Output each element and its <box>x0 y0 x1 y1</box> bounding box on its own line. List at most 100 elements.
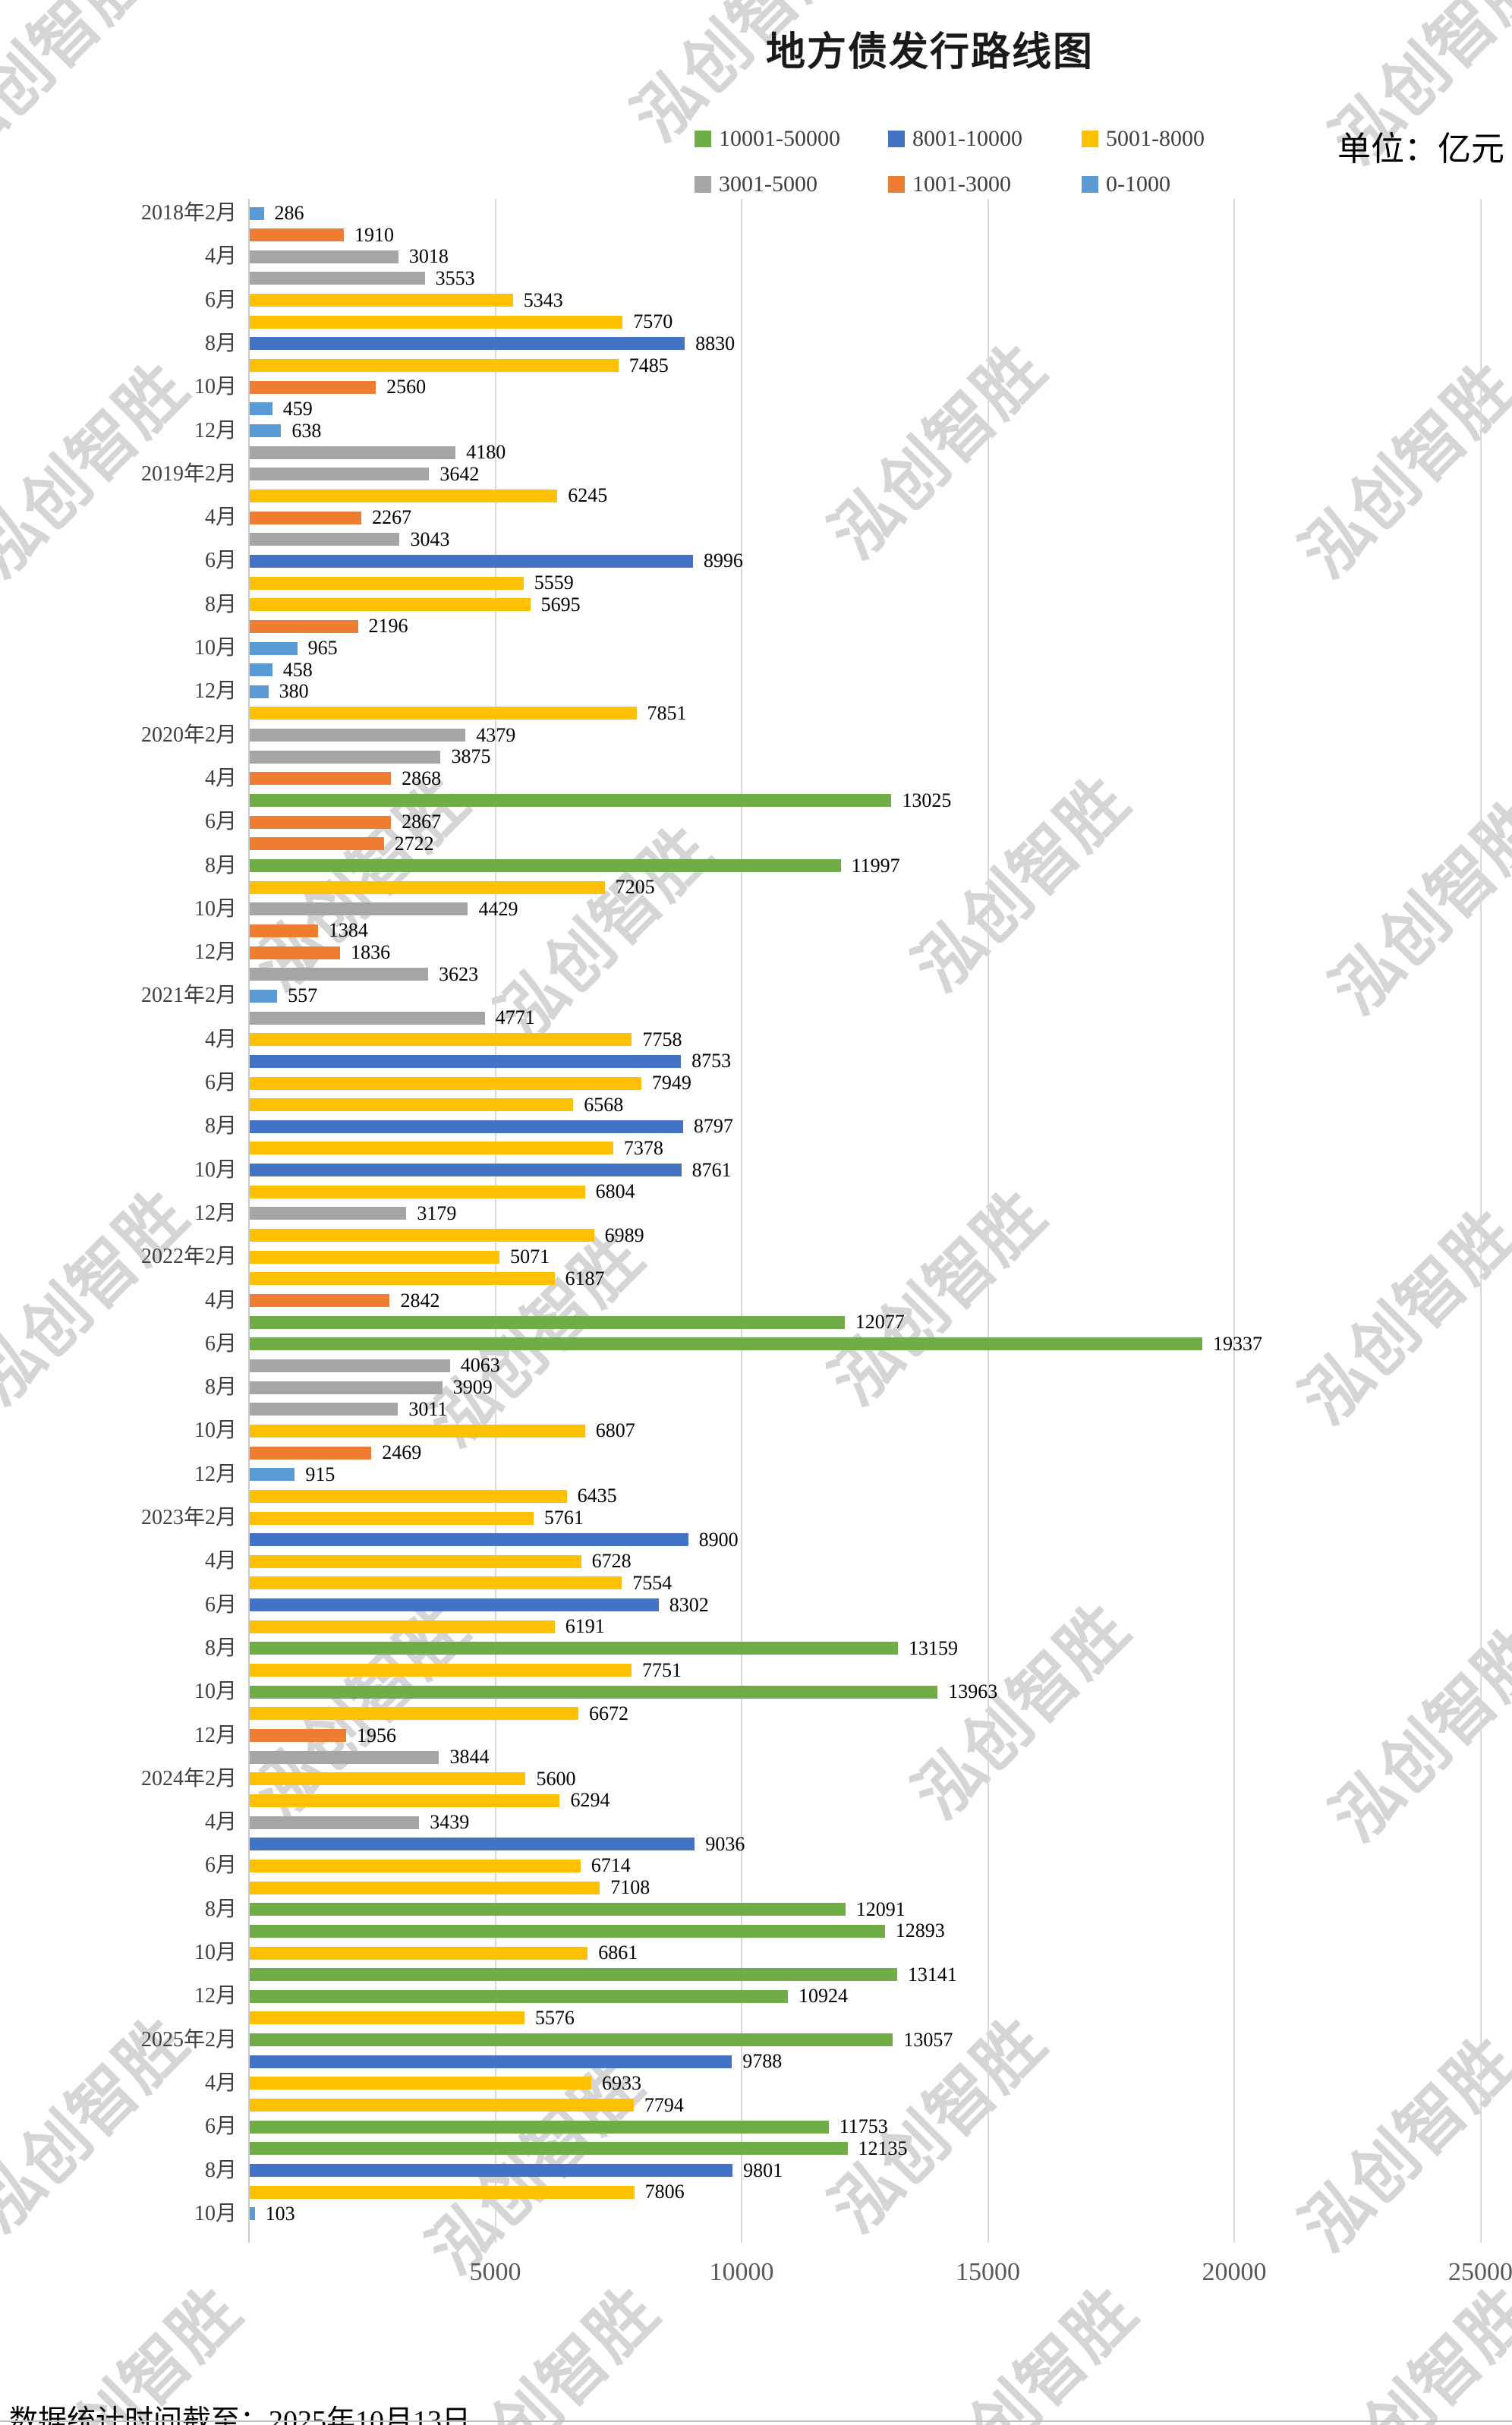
bar <box>250 619 358 633</box>
category-label: 4月 <box>204 505 237 530</box>
bar <box>250 1946 588 1960</box>
bar <box>250 206 264 220</box>
bar-value-label: 2868 <box>402 767 442 789</box>
bar-value-label: 12135 <box>858 2137 908 2159</box>
bar <box>250 1054 682 1068</box>
bar <box>250 1707 578 1721</box>
bar-value-label: 7794 <box>644 2093 684 2116</box>
legend-swatch <box>1082 131 1098 147</box>
bar-value-label: 12091 <box>855 1897 906 1920</box>
bar <box>250 1207 407 1220</box>
bar <box>250 511 362 524</box>
category-label: 6月 <box>204 810 237 834</box>
category-label: 8月 <box>204 1375 237 1400</box>
bar <box>250 1685 938 1699</box>
chart-title: 地方债发行路线图 <box>765 31 1095 74</box>
bar-value-label: 6804 <box>595 1180 635 1203</box>
bar <box>250 729 466 742</box>
category-label: 2019年2月 <box>140 461 237 486</box>
bar-value-label: 7851 <box>647 701 687 724</box>
bar <box>250 772 392 786</box>
bar-value-label: 915 <box>305 1463 335 1485</box>
category-label: 12月 <box>194 940 237 965</box>
bar <box>250 533 400 546</box>
bar-value-label: 459 <box>282 397 313 420</box>
category-label: 10月 <box>194 1157 237 1182</box>
bar <box>250 1642 899 1655</box>
bar <box>250 1968 897 1982</box>
bar-value-label: 8996 <box>703 550 743 572</box>
bar <box>250 1033 632 1047</box>
bar <box>250 554 693 568</box>
bar-value-label: 2196 <box>368 615 408 638</box>
bar-value-label: 3642 <box>439 462 480 485</box>
bar-value-label: 380 <box>279 680 309 703</box>
category-label: 2020年2月 <box>140 723 237 747</box>
bar <box>250 1489 567 1503</box>
bar-value-label: 6191 <box>565 1615 605 1638</box>
bar-value-label: 6807 <box>595 1419 635 1442</box>
bar <box>250 2099 634 2112</box>
bar <box>250 272 425 285</box>
bar-value-label: 8900 <box>698 1528 739 1551</box>
legend-item: 8001-10000 <box>888 128 1022 150</box>
bar-value-label: 4180 <box>466 441 506 464</box>
bar <box>250 1620 555 1633</box>
bar <box>250 1989 788 2003</box>
bar <box>250 1511 534 1525</box>
bar-value-label: 286 <box>274 202 304 224</box>
bar-value-label: 5695 <box>540 593 581 616</box>
bar-value-label: 9801 <box>743 2159 783 2181</box>
bar <box>250 1468 295 1482</box>
category-label: 4月 <box>204 2071 237 2095</box>
category-label: 10月 <box>194 375 237 399</box>
category-label: 6月 <box>204 288 237 312</box>
category-label: 10月 <box>194 2201 237 2225</box>
bar-value-label: 13141 <box>907 1963 957 1986</box>
category-label: 2023年2月 <box>140 1506 237 1529</box>
bar <box>250 815 392 829</box>
bar-value-label: 2560 <box>386 376 427 398</box>
bar <box>250 1576 622 1590</box>
bar <box>250 294 513 307</box>
category-label: 12月 <box>194 1723 237 1747</box>
bar <box>250 968 429 981</box>
bar-value-label: 5559 <box>534 572 574 594</box>
bar <box>250 1403 398 1416</box>
bar-value-label: 3018 <box>408 245 449 268</box>
bar-value-label: 1836 <box>351 941 391 964</box>
bar-value-label: 11753 <box>839 2115 888 2138</box>
watermark-text: 泓创智胜 <box>816 330 1059 573</box>
bar <box>250 1838 695 1851</box>
bar-value-label: 5600 <box>536 1767 576 1790</box>
bar-value-label: 5761 <box>543 1507 584 1529</box>
bar-value-label: 6245 <box>568 484 608 507</box>
legend-item: 10001-50000 <box>695 128 840 150</box>
gridline <box>1479 199 1482 2243</box>
bar <box>250 1924 885 1938</box>
bar-value-label: 6714 <box>591 1854 631 1877</box>
bar-value-label: 13025 <box>902 789 952 811</box>
bar <box>250 1533 688 1547</box>
bar-value-label: 458 <box>282 658 313 681</box>
bar <box>250 1011 485 1025</box>
bar-value-label: 13057 <box>903 2028 953 2051</box>
bar-value-label: 7205 <box>615 876 655 899</box>
bar-value-label: 6728 <box>591 1550 632 1573</box>
bar <box>250 2011 524 2025</box>
bar-value-label: 6435 <box>577 1485 617 1507</box>
bar-value-label: 3179 <box>417 1201 457 1224</box>
category-label: 12月 <box>194 418 237 442</box>
category-label: 10月 <box>194 896 237 921</box>
bar <box>250 1794 560 1807</box>
bar <box>250 663 272 677</box>
bar <box>250 946 341 959</box>
bar <box>250 837 384 851</box>
bar-value-label: 1956 <box>356 1724 396 1746</box>
category-label: 10月 <box>194 636 237 660</box>
category-label: 2022年2月 <box>140 1245 237 1269</box>
bar-value-label: 5343 <box>523 288 563 311</box>
bar-value-label: 1384 <box>328 919 368 942</box>
bar <box>250 707 637 720</box>
bar-value-label: 4379 <box>476 723 516 746</box>
